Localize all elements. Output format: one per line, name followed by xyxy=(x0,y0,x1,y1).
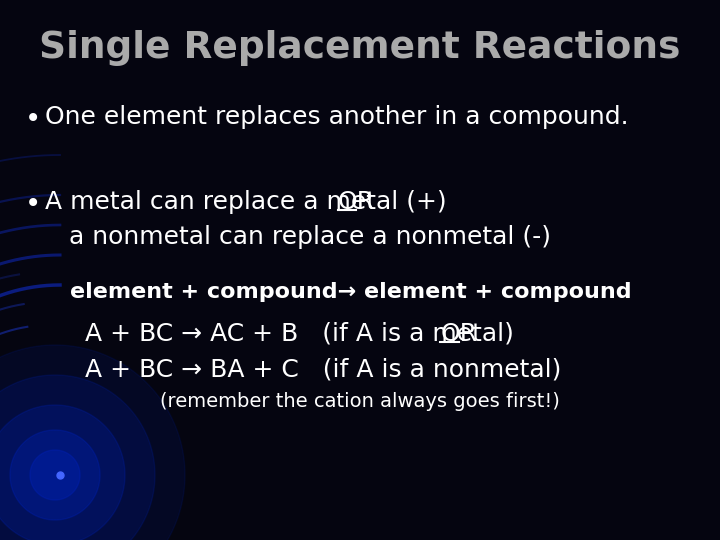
Polygon shape xyxy=(0,405,125,540)
Text: element + compound→ element + compound: element + compound→ element + compound xyxy=(70,282,631,302)
Text: •: • xyxy=(25,190,41,218)
Polygon shape xyxy=(0,375,155,540)
Text: a nonmetal can replace a nonmetal (-): a nonmetal can replace a nonmetal (-) xyxy=(53,225,551,249)
Text: A + BC → BA + C   (if A is a nonmetal): A + BC → BA + C (if A is a nonmetal) xyxy=(85,358,562,382)
Polygon shape xyxy=(0,345,185,540)
Polygon shape xyxy=(30,450,80,500)
Text: A + BC → AC + B   (if A is a metal): A + BC → AC + B (if A is a metal) xyxy=(85,322,530,346)
Text: OR: OR xyxy=(440,322,477,346)
Text: One element replaces another in a compound.: One element replaces another in a compou… xyxy=(45,105,629,129)
Text: OR: OR xyxy=(338,190,375,214)
Text: (remember the cation always goes first!): (remember the cation always goes first!) xyxy=(160,392,560,411)
Text: Single Replacement Reactions: Single Replacement Reactions xyxy=(40,30,680,66)
Text: A metal can replace a metal (+): A metal can replace a metal (+) xyxy=(45,190,454,214)
Text: •: • xyxy=(25,105,41,133)
Polygon shape xyxy=(10,430,100,520)
